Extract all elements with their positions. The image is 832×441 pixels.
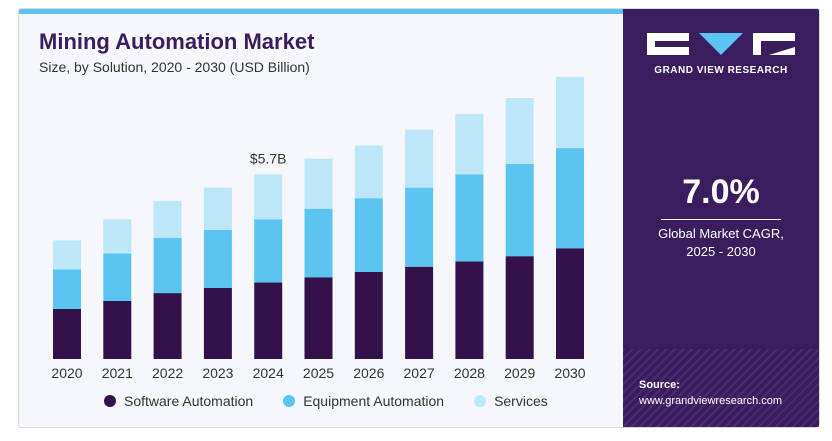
bar-2023-services: [203, 187, 232, 230]
x-tick-label-2021: 2021: [102, 365, 133, 381]
legend-label-software: Software Automation: [124, 393, 254, 409]
x-tick-label-2020: 2020: [51, 365, 82, 381]
legend-label-services: Services: [494, 393, 548, 409]
grand-view-research-logo-icon: [647, 33, 795, 55]
bar-2029-services: [505, 98, 534, 164]
x-tick-label-2026: 2026: [353, 365, 384, 381]
bar-2025-equipment-automation: [304, 208, 333, 278]
bar-2024-services: [254, 174, 283, 220]
legend-swatch-services: [474, 395, 487, 407]
data-label-2024: $5.7B: [250, 150, 287, 166]
bar-2024-software-automation: [254, 282, 283, 359]
x-tick-label-2022: 2022: [152, 365, 183, 381]
legend-item-equipment: Equipment Automation: [283, 393, 444, 409]
x-tick-label-2028: 2028: [454, 365, 485, 381]
bar-2021-equipment-automation: [103, 253, 132, 301]
stacked-bar-chart: 2020 2021 2022 2023 2024 $5.7B 2025 2026 2027 202…: [51, 76, 586, 381]
bar-2029-software-automation: [505, 256, 534, 359]
brand-name: GRAND VIEW RESEARCH: [654, 65, 788, 76]
x-tick-label-2027: 2027: [404, 365, 435, 381]
cagr-label-line1: Global Market CAGR,: [658, 226, 784, 241]
chart-subtitle: Size, by Solution, 2020 - 2030 (USD Bill…: [39, 59, 310, 75]
bar-2026-services: [354, 145, 383, 199]
bar-2023-equipment-automation: [203, 229, 232, 288]
bar-2029-equipment-automation: [505, 163, 534, 257]
legend-swatch-software: [104, 395, 116, 407]
bar-2022-services: [153, 200, 182, 238]
bar-2026-software-automation: [354, 272, 383, 359]
bar-2020-services: [53, 240, 81, 270]
bar-2020-software-automation: [53, 308, 81, 359]
bar-2028-equipment-automation: [455, 174, 484, 262]
bar-2022-software-automation: [153, 293, 182, 359]
bar-2028-software-automation: [455, 261, 484, 359]
bar-2025-software-automation: [304, 277, 333, 359]
accent-bar: [19, 9, 623, 14]
bar-2030-software-automation: [556, 248, 584, 359]
legend-item-services: Services: [474, 393, 548, 409]
bar-2024-equipment-automation: [254, 219, 283, 283]
bar-2027-software-automation: [405, 266, 434, 359]
side-panel: GRAND VIEW RESEARCH 7.0% Global Market C…: [623, 9, 819, 427]
x-tick-label-2023: 2023: [202, 365, 233, 381]
legend-item-software: Software Automation: [104, 393, 253, 409]
bar-2026-equipment-automation: [354, 198, 383, 272]
bar-2025-services: [304, 158, 333, 209]
bar-2023-software-automation: [203, 287, 232, 359]
bar-2028-services: [455, 113, 484, 175]
legend-swatch-equipment: [283, 395, 296, 407]
cagr-divider: [661, 219, 781, 220]
cagr-label: Global Market CAGR, 2025 - 2030: [623, 225, 819, 261]
x-tick-label-2025: 2025: [303, 365, 334, 381]
x-tick-label-2024: 2024: [253, 365, 284, 381]
x-tick-label-2030: 2030: [554, 365, 585, 381]
cagr-value: 7.0%: [682, 173, 760, 211]
chart-legend: Software Automation Equipment Automation…: [104, 393, 548, 409]
legend-label-equipment: Equipment Automation: [303, 393, 445, 409]
decorative-wave-pattern: [623, 349, 819, 427]
bar-2030-equipment-automation: [556, 148, 584, 249]
bar-2021-services: [103, 219, 132, 254]
bar-2027-equipment-automation: [405, 187, 434, 267]
source-url[interactable]: www.grandviewresearch.com: [639, 395, 783, 407]
source-label: Source:: [639, 379, 680, 391]
cagr-label-line2: 2025 - 2030: [686, 244, 756, 259]
bar-2027-services: [405, 129, 434, 188]
bar-2022-equipment-automation: [153, 237, 182, 294]
bar-2020-equipment-automation: [53, 269, 81, 309]
bar-2030-services: [556, 76, 584, 149]
x-tick-label-2029: 2029: [504, 365, 535, 381]
chart-card: Mining Automation Market Size, by Soluti…: [18, 8, 820, 428]
bar-2021-software-automation: [103, 301, 132, 359]
chart-title: Mining Automation Market: [39, 29, 315, 54]
